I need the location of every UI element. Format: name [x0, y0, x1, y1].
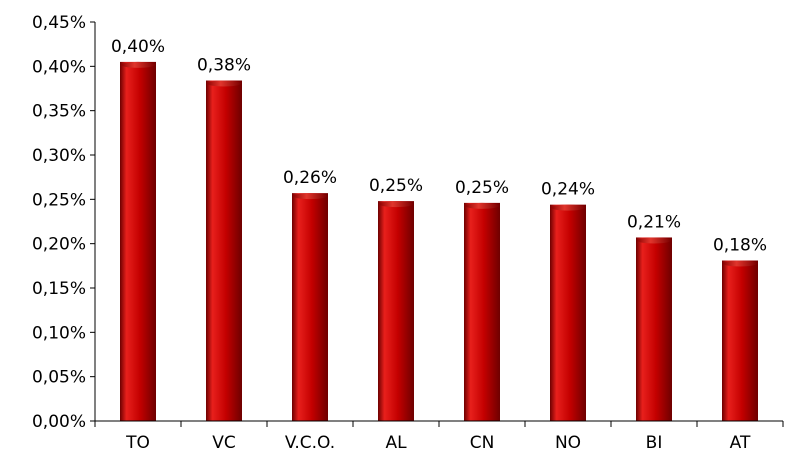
y-tick-label: 0,25%	[32, 190, 86, 210]
x-axis-labels: TO VC V.C.O. AL CN NO BI AT	[125, 433, 751, 453]
x-tick-label: V.C.O.	[285, 433, 335, 453]
bar-cap	[723, 260, 757, 267]
x-tick-label: AL	[385, 433, 407, 453]
data-label: 0,18%	[713, 236, 767, 256]
bar-to	[120, 61, 156, 422]
bars	[120, 61, 758, 422]
bar-cap	[637, 237, 671, 244]
y-tick-label: 0,35%	[32, 102, 86, 122]
bar-bi	[636, 237, 672, 421]
data-label: 0,40%	[111, 37, 165, 57]
x-tick-label: NO	[555, 433, 581, 453]
bar-cap	[551, 204, 585, 211]
data-label: 0,24%	[541, 180, 595, 200]
y-tick-label: 0,20%	[32, 235, 86, 255]
y-tick-label: 0,15%	[32, 279, 86, 299]
bar-no	[550, 204, 586, 421]
bar-at	[722, 260, 758, 421]
data-label: 0,25%	[455, 178, 509, 198]
data-label: 0,26%	[283, 168, 337, 188]
x-tick-label: CN	[470, 433, 495, 453]
data-label: 0,25%	[369, 176, 423, 196]
y-tick-label: 0,10%	[32, 323, 86, 343]
data-label: 0,21%	[627, 212, 681, 232]
bar-cap	[293, 193, 327, 200]
y-axis-ticks: 0,00% 0,05% 0,10% 0,15% 0,20% 0,25% 0,30% 0,35%…	[32, 13, 95, 432]
y-tick-label: 0,45%	[32, 13, 86, 33]
bar-vc	[206, 80, 242, 422]
y-tick-label: 0,05%	[32, 368, 86, 388]
data-labels: 0,40% 0,38% 0,26% 0,25% 0,25% 0,24% 0,21% 0,18%	[111, 37, 767, 256]
bar-al	[378, 201, 414, 421]
y-tick-label: 0,00%	[32, 412, 86, 432]
bar-cap	[207, 80, 241, 87]
bar-vco	[292, 193, 328, 421]
y-tick-label: 0,40%	[32, 57, 86, 77]
x-tick-label: TO	[125, 433, 150, 453]
x-tick-label: AT	[730, 433, 751, 453]
bar-cap	[465, 202, 499, 209]
data-label: 0,38%	[197, 56, 251, 76]
x-tick-label: VC	[212, 433, 236, 453]
bar-cn	[464, 202, 500, 421]
axes	[94, 22, 784, 427]
bar-cap	[121, 61, 155, 68]
bar-cap	[379, 201, 413, 208]
y-tick-label: 0,30%	[32, 146, 86, 166]
x-tick-label: BI	[646, 433, 663, 453]
